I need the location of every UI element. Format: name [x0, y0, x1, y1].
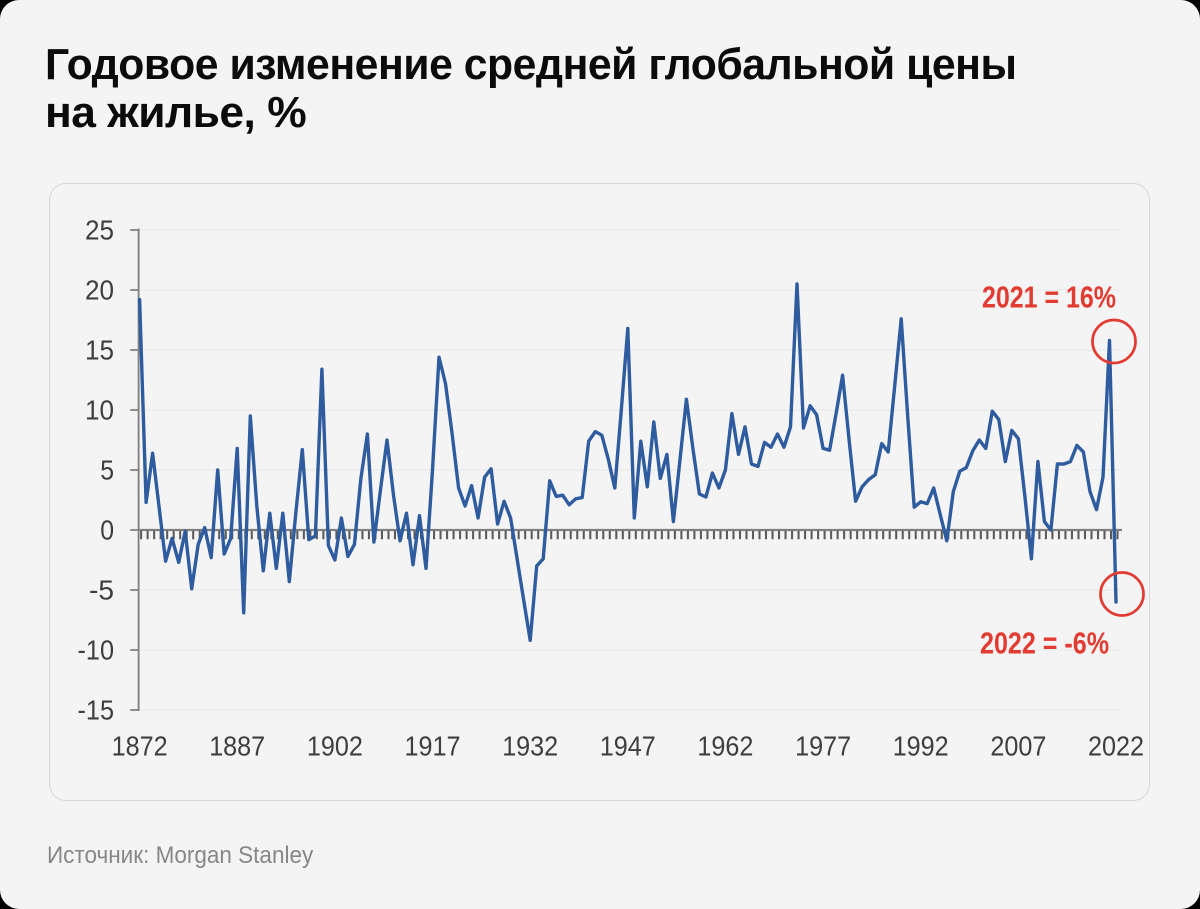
svg-text:-5: -5 — [89, 575, 114, 606]
svg-text:15: 15 — [85, 335, 114, 366]
svg-text:-15: -15 — [78, 695, 115, 726]
svg-text:-10: -10 — [78, 635, 115, 666]
svg-text:1917: 1917 — [405, 731, 461, 762]
svg-text:10: 10 — [85, 395, 114, 426]
svg-text:0: 0 — [100, 515, 114, 546]
svg-text:1902: 1902 — [307, 731, 363, 762]
svg-text:2022 = -6%: 2022 = -6% — [980, 626, 1109, 661]
svg-text:2022: 2022 — [1088, 731, 1144, 762]
svg-text:1962: 1962 — [697, 731, 753, 762]
svg-text:1887: 1887 — [209, 731, 265, 762]
svg-text:5: 5 — [100, 455, 114, 486]
svg-text:1872: 1872 — [112, 731, 168, 762]
svg-text:1992: 1992 — [893, 731, 949, 762]
svg-text:25: 25 — [85, 215, 114, 246]
svg-text:1932: 1932 — [502, 731, 558, 762]
svg-text:2007: 2007 — [990, 731, 1046, 762]
svg-text:2021 = 16%: 2021 = 16% — [982, 280, 1116, 315]
svg-text:20: 20 — [85, 275, 114, 306]
svg-text:1977: 1977 — [795, 731, 851, 762]
svg-text:1947: 1947 — [600, 731, 656, 762]
